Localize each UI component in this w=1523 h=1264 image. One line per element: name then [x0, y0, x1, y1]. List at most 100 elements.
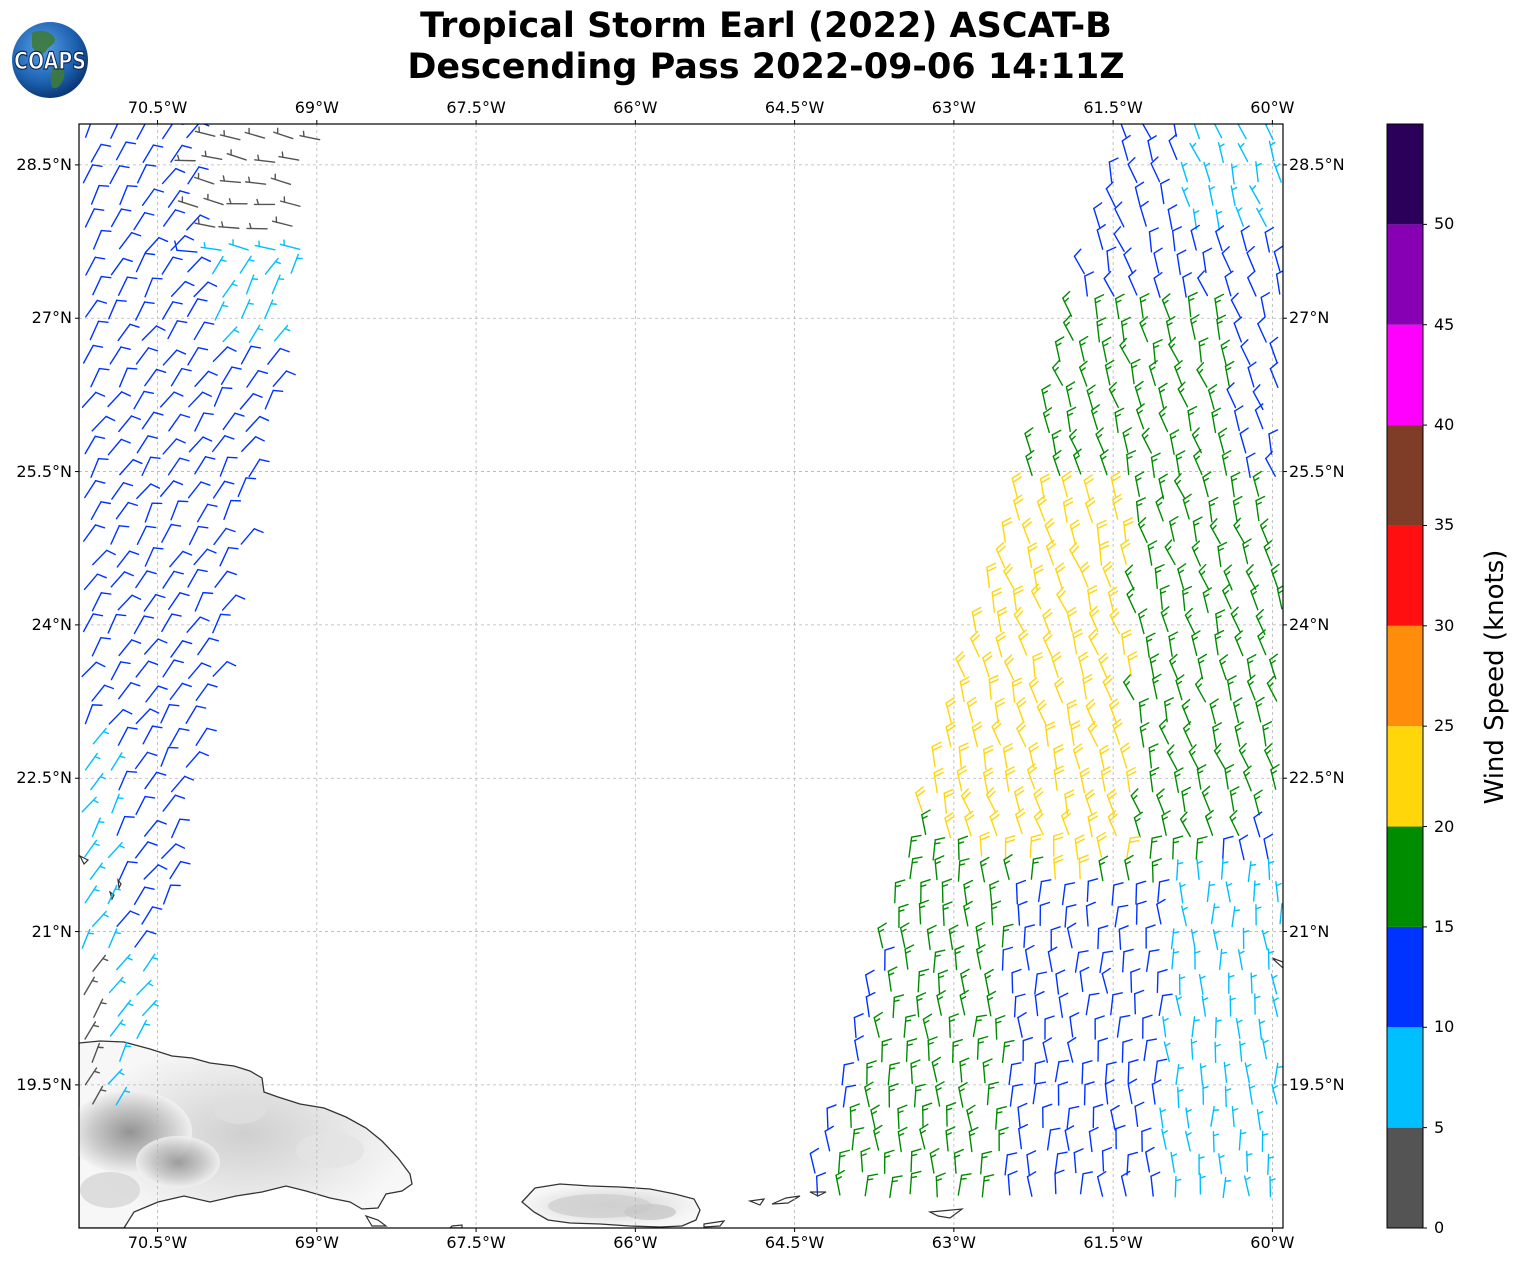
wind-barb	[1051, 429, 1062, 456]
wind-barb	[1047, 946, 1058, 973]
wind-barb	[1067, 1036, 1077, 1063]
wind-barb	[187, 256, 212, 273]
wind-barb	[1054, 336, 1065, 363]
wind-barb	[1085, 698, 1096, 726]
wind-barb	[922, 1013, 933, 1040]
wind-barb	[1084, 789, 1095, 816]
wind-barb	[1099, 449, 1109, 476]
wind-barb	[118, 860, 138, 881]
wind-barb	[1215, 609, 1226, 635]
puerto-rico-landmass	[521, 1183, 701, 1228]
lon-label-bottom: 64.5°W	[764, 1233, 825, 1252]
wind-barb	[161, 301, 183, 320]
wind-barb	[1255, 161, 1262, 183]
wind-barb	[951, 1038, 963, 1064]
wind-barb	[1181, 905, 1188, 927]
wind-barb	[1261, 1130, 1269, 1153]
wind-barb	[142, 953, 159, 972]
wind-barb	[1267, 1153, 1275, 1176]
wind-barb	[945, 1102, 957, 1127]
wind-barb	[253, 198, 276, 206]
wind-barb	[91, 592, 112, 612]
wind-barb	[1163, 1041, 1171, 1063]
wind-barb	[1173, 767, 1184, 793]
wind-barb	[162, 124, 184, 140]
wind-barb	[141, 456, 161, 477]
wind-barb	[1267, 858, 1275, 880]
logo-text: COAPS	[14, 47, 86, 75]
wind-barb	[917, 968, 930, 993]
wind-barb	[1193, 124, 1200, 140]
wind-barb	[932, 837, 946, 861]
wind-barb	[1062, 497, 1074, 523]
wind-barb	[187, 481, 211, 499]
wind-barb	[1089, 605, 1100, 633]
wind-barb	[1261, 929, 1269, 951]
wind-barb	[89, 862, 106, 880]
wind-barb	[854, 1035, 864, 1061]
lon-label-bottom: 60°W	[1250, 1233, 1295, 1252]
wind-barb	[84, 1021, 100, 1040]
wind-barb	[194, 126, 216, 137]
wind-barb	[1150, 1171, 1161, 1197]
wind-barb	[1252, 470, 1262, 497]
wind-barb	[1176, 249, 1187, 276]
wind-barb	[144, 547, 164, 567]
wind-barb	[1225, 881, 1233, 903]
wind-barb	[1175, 995, 1183, 1016]
wind-barb	[1233, 405, 1244, 432]
wind-barb	[1039, 473, 1051, 500]
wind-barb	[117, 726, 138, 746]
colorbar-segment	[1387, 625, 1423, 727]
wind-barb	[887, 1062, 901, 1086]
wind-barb	[1044, 1015, 1055, 1040]
wind-barb	[1061, 471, 1072, 498]
wind-barb	[194, 456, 216, 475]
wind-barb	[193, 548, 217, 566]
wind-barb	[1271, 1083, 1279, 1105]
wind-barb	[84, 839, 100, 858]
wind-barb	[841, 1062, 855, 1086]
wind-barb	[1024, 944, 1035, 971]
wind-barb	[1255, 696, 1265, 723]
wind-barb	[1160, 606, 1170, 633]
wind-barb	[1094, 293, 1105, 320]
wind-barb	[1158, 473, 1168, 500]
wind-barb	[1156, 968, 1168, 994]
colorbar-tick-label: 5	[1434, 1117, 1445, 1137]
wind-barb	[1268, 429, 1279, 455]
wind-barb	[195, 727, 217, 746]
wind-barb	[211, 435, 235, 453]
lon-label-top: 63°W	[931, 98, 976, 117]
lat-label-left: 24°N	[31, 614, 72, 634]
wind-barb	[108, 299, 127, 320]
wind-barb	[935, 1081, 945, 1107]
wind-barb	[90, 772, 107, 791]
wind-barb	[1097, 925, 1109, 950]
wind-barb	[1009, 1083, 1023, 1107]
wind-barb	[989, 880, 1000, 906]
wind-barb	[1084, 271, 1095, 297]
wind-barb	[170, 235, 195, 251]
wind-barb	[920, 878, 931, 904]
wind-barb	[1012, 585, 1024, 611]
wind-barb	[1171, 948, 1180, 970]
title-line-2: Descending Pass 2022-09-06 14:11Z	[407, 47, 1125, 87]
globe-icon	[12, 22, 88, 98]
wind-barb	[241, 436, 265, 452]
wind-barb	[264, 299, 277, 320]
wind-barb	[1053, 744, 1064, 770]
map-title: Tropical Storm Earl (2022) ASCAT-B Desce…	[80, 6, 1452, 88]
wind-barb	[1114, 293, 1125, 320]
wind-barb	[1120, 316, 1131, 343]
wind-barb	[108, 928, 121, 949]
wind-barb	[91, 1042, 104, 1063]
wind-barb	[1025, 450, 1035, 477]
wind-barb	[1052, 449, 1062, 476]
wind-barb	[1141, 427, 1152, 454]
wind-barb	[1202, 471, 1212, 498]
wind-barb	[214, 301, 228, 321]
wind-barb	[167, 592, 190, 611]
wind-barb	[963, 879, 974, 906]
wind-barb	[135, 252, 156, 273]
